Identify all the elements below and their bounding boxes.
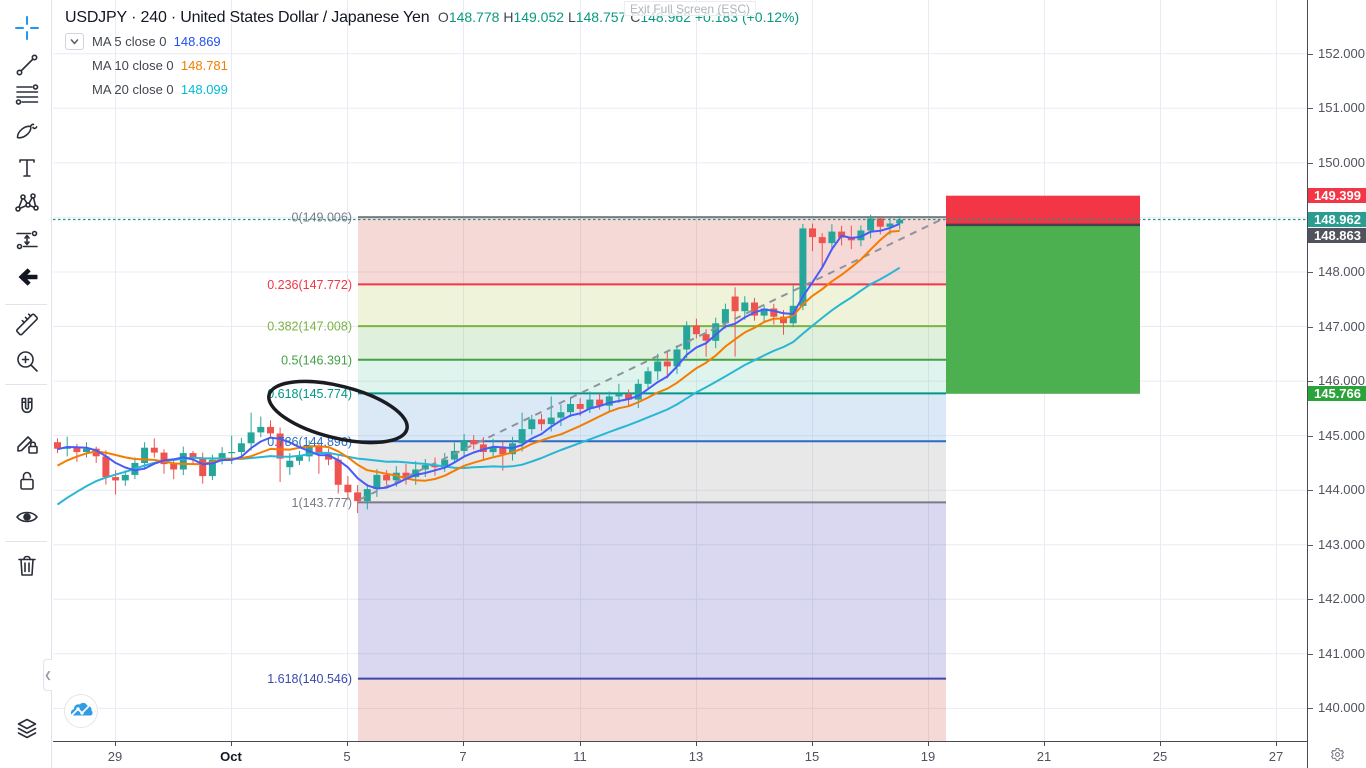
svg-text:0(149.006): 0(149.006) xyxy=(292,211,352,225)
svg-text:1(143.777): 1(143.777) xyxy=(292,496,352,510)
svg-text:1.618(140.546): 1.618(140.546) xyxy=(267,672,352,686)
svg-text:0.618(145.774): 0.618(145.774) xyxy=(267,387,352,401)
svg-text:0.382(147.008): 0.382(147.008) xyxy=(267,320,352,334)
svg-text:0.236(147.772): 0.236(147.772) xyxy=(267,278,352,292)
svg-text:0.786(144.896): 0.786(144.896) xyxy=(267,435,352,449)
svg-text:0.5(146.391): 0.5(146.391) xyxy=(281,353,352,367)
